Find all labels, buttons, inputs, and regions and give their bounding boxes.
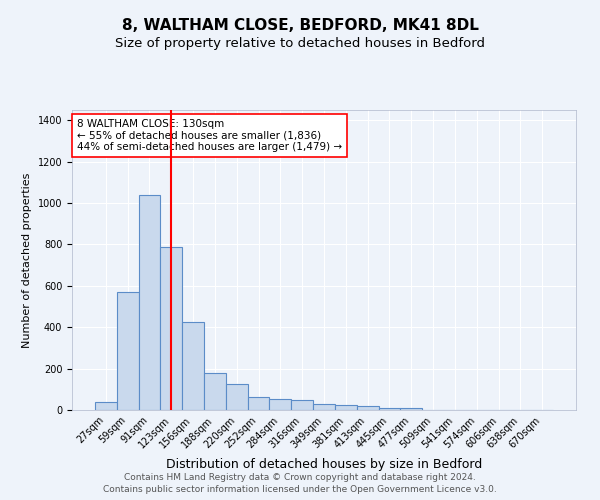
Bar [117,292,139,410]
Text: Size of property relative to detached houses in Bedford: Size of property relative to detached ho… [115,38,485,51]
X-axis label: Distribution of detached houses by size in Bedford: Distribution of detached houses by size … [166,458,482,471]
Y-axis label: Number of detached properties: Number of detached properties [22,172,32,348]
Text: Contains HM Land Registry data © Crown copyright and database right 2024.: Contains HM Land Registry data © Crown c… [124,472,476,482]
Text: 8 WALTHAM CLOSE: 130sqm
← 55% of detached houses are smaller (1,836)
44% of semi: 8 WALTHAM CLOSE: 130sqm ← 55% of detache… [77,119,342,152]
Bar [95,402,117,410]
Bar [357,406,379,410]
Bar [313,404,335,410]
Bar [335,405,357,410]
Bar [139,195,160,410]
Bar [248,396,269,410]
Bar [204,373,226,410]
Bar [379,408,400,410]
Text: Contains public sector information licensed under the Open Government Licence v3: Contains public sector information licen… [103,485,497,494]
Bar [400,408,422,410]
Bar [269,398,291,410]
Bar [182,322,204,410]
Bar [160,246,182,410]
Text: 8, WALTHAM CLOSE, BEDFORD, MK41 8DL: 8, WALTHAM CLOSE, BEDFORD, MK41 8DL [122,18,478,32]
Bar [291,400,313,410]
Bar [226,384,248,410]
